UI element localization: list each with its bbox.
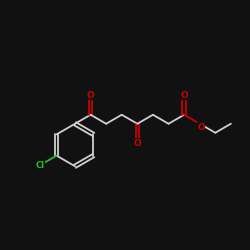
Text: O: O <box>87 91 94 100</box>
Text: Cl: Cl <box>36 160 45 170</box>
Text: O: O <box>197 122 205 132</box>
Text: O: O <box>134 139 141 148</box>
Text: O: O <box>180 91 188 100</box>
